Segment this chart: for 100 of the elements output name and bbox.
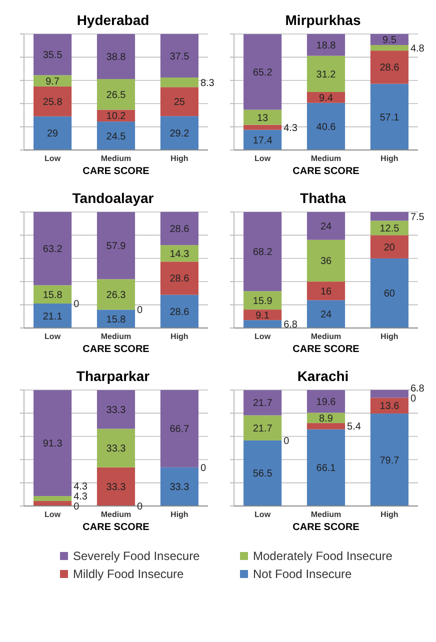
x-tick-label: High: [170, 510, 188, 519]
data-label: 60: [384, 288, 396, 300]
data-label: 26.3: [106, 290, 126, 301]
data-label: 4.3: [74, 492, 88, 502]
x-tick-label: High: [380, 332, 398, 341]
data-label: 18.8: [316, 40, 336, 52]
chart-title: Thatha: [300, 190, 346, 206]
bar: [306, 34, 346, 56]
x-tick-label: Low: [44, 154, 62, 163]
bar: [96, 390, 136, 429]
data-label: 5.4: [347, 422, 362, 433]
bar: [244, 390, 282, 416]
bar: [244, 291, 282, 310]
annotation: 0: [137, 502, 144, 512]
bar: [160, 212, 198, 246]
x-tick-label: High: [380, 154, 398, 163]
bar: [160, 262, 198, 295]
data-label: 28.6: [170, 306, 190, 318]
data-label: 25: [174, 97, 186, 108]
x-tick-label: Medium: [310, 154, 342, 163]
bar: [370, 414, 408, 506]
bar: [96, 79, 136, 110]
annotation: 0: [284, 436, 290, 447]
data-label: 35.5: [42, 50, 63, 62]
chart-title: Tharparkar: [76, 368, 150, 384]
x-axis-title: CARE SCORE: [82, 166, 150, 177]
data-label: 33.3: [106, 404, 126, 416]
x-axis-title: CARE SCORE: [82, 344, 150, 355]
data-label: 36: [320, 256, 332, 268]
bar: [160, 390, 198, 468]
data-label: 7.5: [410, 212, 425, 223]
annotation: 0: [200, 462, 206, 474]
bar: [370, 84, 408, 150]
chart-title: Hyderabad: [76, 12, 150, 28]
x-tick-label: Low: [44, 332, 62, 341]
x-tick-label: Medium: [310, 510, 342, 519]
bar: [244, 124, 282, 130]
data-label: 28.6: [170, 274, 190, 285]
bar: [160, 78, 198, 88]
data-label: 4.3: [74, 482, 88, 492]
data-label: 15.8: [42, 290, 63, 301]
data-label: 68.2: [252, 247, 273, 258]
data-label: 8.3: [200, 78, 215, 89]
x-tick-label: Low: [254, 332, 272, 341]
data-label: 6.8: [410, 383, 425, 394]
bar: [244, 440, 282, 506]
bar: [306, 92, 346, 103]
x-tick-label: High: [170, 154, 188, 163]
legend-label: Not Food Insecure: [253, 567, 352, 582]
x-tick-label: High: [170, 332, 188, 341]
bar: [34, 304, 72, 328]
bar: [306, 390, 346, 413]
bar: [160, 116, 198, 150]
x-axis-title: CARE SCORE: [292, 344, 360, 355]
data-label: 66.1: [316, 463, 336, 474]
data-label: 66.7: [170, 424, 190, 436]
data-label: 33.3: [106, 482, 126, 494]
data-label: 21.7: [252, 398, 273, 410]
bar: [370, 50, 408, 84]
bar: [34, 86, 72, 116]
bar: [34, 496, 72, 502]
data-label: 24.5: [106, 131, 126, 142]
data-label: 9.5: [382, 35, 397, 46]
x-tick-label: Medium: [310, 332, 342, 341]
data-label: 4.8: [410, 43, 425, 54]
legend-label: Moderately Food Insecure: [253, 549, 393, 564]
data-label: 17.4: [252, 135, 273, 146]
data-label: 29: [46, 128, 59, 140]
data-label: 8.9: [319, 413, 334, 424]
bar: [244, 34, 282, 110]
annotation: 0: [410, 393, 416, 404]
bar: [370, 212, 408, 221]
bar: [34, 390, 72, 496]
x-tick-label: Low: [254, 154, 272, 163]
data-label: 26.5: [106, 90, 126, 101]
bar: [370, 235, 408, 258]
bar: [244, 110, 282, 125]
bar: [96, 212, 136, 280]
chart-title: Mirpurkhas: [285, 12, 361, 28]
bar: [34, 34, 72, 76]
data-label: 57.1: [380, 112, 400, 124]
bar: [370, 45, 408, 51]
x-tick-label: High: [380, 510, 398, 519]
bar: [96, 467, 136, 506]
bar: [306, 429, 346, 506]
bar: [306, 212, 346, 240]
x-axis-title: CARE SCORE: [82, 522, 150, 533]
bar: [34, 75, 72, 86]
bar: [34, 212, 72, 286]
data-label: 9.7: [46, 76, 60, 88]
data-label: 15.9: [252, 296, 273, 307]
chart-title: Karachi: [297, 368, 349, 384]
data-label: 14.3: [170, 248, 190, 260]
bar: [244, 212, 282, 292]
bar: [306, 240, 346, 282]
data-label: 33.3: [106, 444, 126, 455]
x-tick-label: Low: [44, 510, 62, 519]
bar: [96, 122, 136, 150]
data-label: 24: [320, 221, 332, 232]
data-label: 38.8: [106, 52, 126, 64]
